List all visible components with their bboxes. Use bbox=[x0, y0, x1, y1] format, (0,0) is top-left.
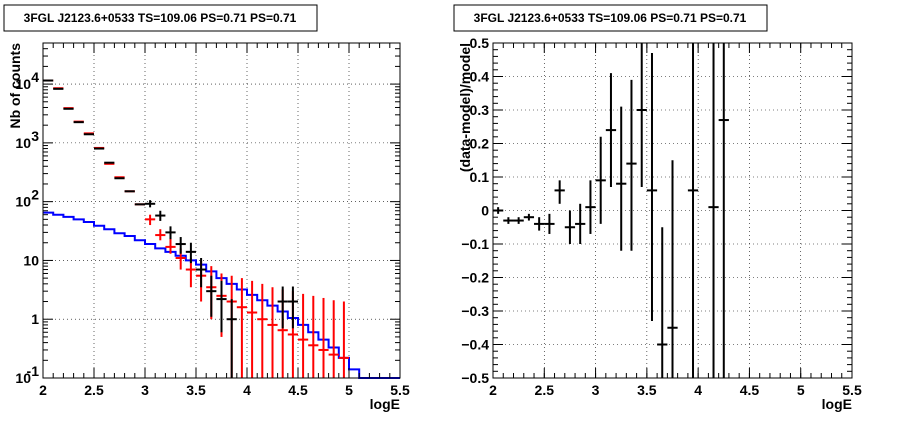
x-tick-label: 4 bbox=[243, 382, 251, 398]
right-x-axis-title: logE bbox=[822, 396, 852, 412]
right-panel: 2 2.5 3 3.5 4 4.5 5 5.5 −0.5 −0.4 −0.3 −0.2 −0.1 0 0.… bbox=[453, 4, 862, 412]
y-tick-label: 10 bbox=[23, 252, 39, 268]
x-tick-label: 4.5 bbox=[740, 382, 760, 398]
x-tick-label: 2 bbox=[489, 382, 497, 398]
right-ticks bbox=[492, 42, 853, 379]
x-tick-label: 3.5 bbox=[186, 382, 206, 398]
y-tick-label: −0.5 bbox=[461, 370, 489, 386]
right-series bbox=[493, 43, 729, 378]
y-tick-label: 0.3 bbox=[470, 102, 490, 118]
x-tick-label: 3 bbox=[592, 382, 600, 398]
left-ticks bbox=[42, 42, 401, 379]
x-tick-label: 5.5 bbox=[390, 382, 410, 398]
y-tick-label: 0.1 bbox=[470, 169, 490, 185]
y-tick-label: 1 bbox=[31, 311, 39, 327]
x-tick-label: 3 bbox=[141, 382, 149, 398]
left-series bbox=[43, 79, 400, 379]
x-tick-label: 2.5 bbox=[84, 382, 104, 398]
x-tick-label: 5.5 bbox=[842, 382, 862, 398]
left-chart-title: 3FGL J2123.6+0533 TS=109.06 PS=0.71 PS=0… bbox=[24, 11, 297, 25]
x-tick-label: 3.5 bbox=[637, 382, 657, 398]
y-tick-label: −0.1 bbox=[461, 236, 489, 252]
x-tick-label: 2 bbox=[39, 382, 47, 398]
x-tick-label: 5 bbox=[797, 382, 805, 398]
y-tick-label: 10 bbox=[15, 135, 31, 151]
y-tick-label: 10 bbox=[15, 370, 31, 386]
y-tick-label-exponent: 3 bbox=[31, 128, 39, 144]
right-y-axis-title: (data-model)/model bbox=[457, 43, 473, 172]
y-tick-label: 10 bbox=[15, 76, 31, 92]
y-tick-label: 0 bbox=[481, 203, 489, 219]
y-tick-label: 0.2 bbox=[470, 136, 490, 152]
y-tick-label-exponent: 4 bbox=[31, 69, 39, 85]
y-tick-label: −0.2 bbox=[461, 270, 489, 286]
right-x-tick-labels: 2 2.5 3 3.5 4 4.5 5 5.5 bbox=[489, 382, 862, 398]
left-x-tick-labels: 2 2.5 3 3.5 4 4.5 5 5.5 bbox=[39, 382, 410, 398]
y-tick-label: 10 bbox=[15, 194, 31, 210]
model-step-line bbox=[43, 211, 400, 379]
right-title-box bbox=[453, 4, 768, 32]
left-x-axis-title: logE bbox=[370, 396, 400, 412]
left-y-axis-title: Nb of counts bbox=[7, 43, 23, 129]
right-y-tick-labels: −0.5 −0.4 −0.3 −0.2 −0.1 0 0.1 0.2 0.3 0.4 0.5 bbox=[461, 35, 489, 386]
y-tick-label: −0.3 bbox=[461, 303, 489, 319]
y-tick-label: −0.4 bbox=[461, 337, 489, 353]
x-tick-label: 4.5 bbox=[288, 382, 308, 398]
right-chart-title: 3FGL J2123.6+0533 TS=109.06 PS=0.71 PS=0… bbox=[474, 11, 747, 25]
left-title-box bbox=[3, 4, 318, 32]
x-tick-label: 4 bbox=[694, 382, 702, 398]
y-tick-label: 0.5 bbox=[470, 35, 490, 51]
x-tick-label: 2.5 bbox=[535, 382, 555, 398]
x-tick-label: 5 bbox=[345, 382, 353, 398]
y-tick-label: 0.4 bbox=[470, 69, 490, 85]
y-tick-label-exponent: 2 bbox=[31, 187, 39, 203]
y-tick-label-exponent: -1 bbox=[27, 363, 40, 379]
